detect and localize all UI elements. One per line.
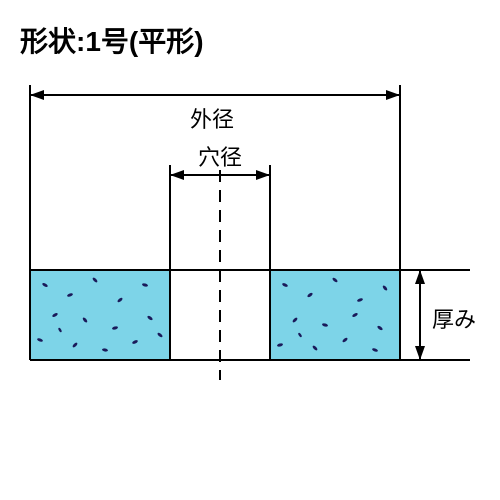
outer-arrow-left [30, 90, 44, 100]
diagram-title: 形状:1号(平形) [20, 20, 204, 60]
hole-arrow-right [256, 170, 270, 180]
hole-arrow-left [170, 170, 184, 180]
left-material-block [30, 270, 170, 360]
outer-arrow-right [386, 90, 400, 100]
thickness-label: 厚み [432, 302, 476, 334]
thickness-arrow-bottom [415, 346, 425, 360]
thickness-arrow-top [415, 270, 425, 284]
right-material-block [270, 270, 400, 360]
cross-section-diagram: 外径 穴径 厚み [0, 80, 500, 460]
hole-diameter-label: 穴径 [198, 140, 242, 172]
outer-diameter-label: 外径 [190, 102, 234, 134]
